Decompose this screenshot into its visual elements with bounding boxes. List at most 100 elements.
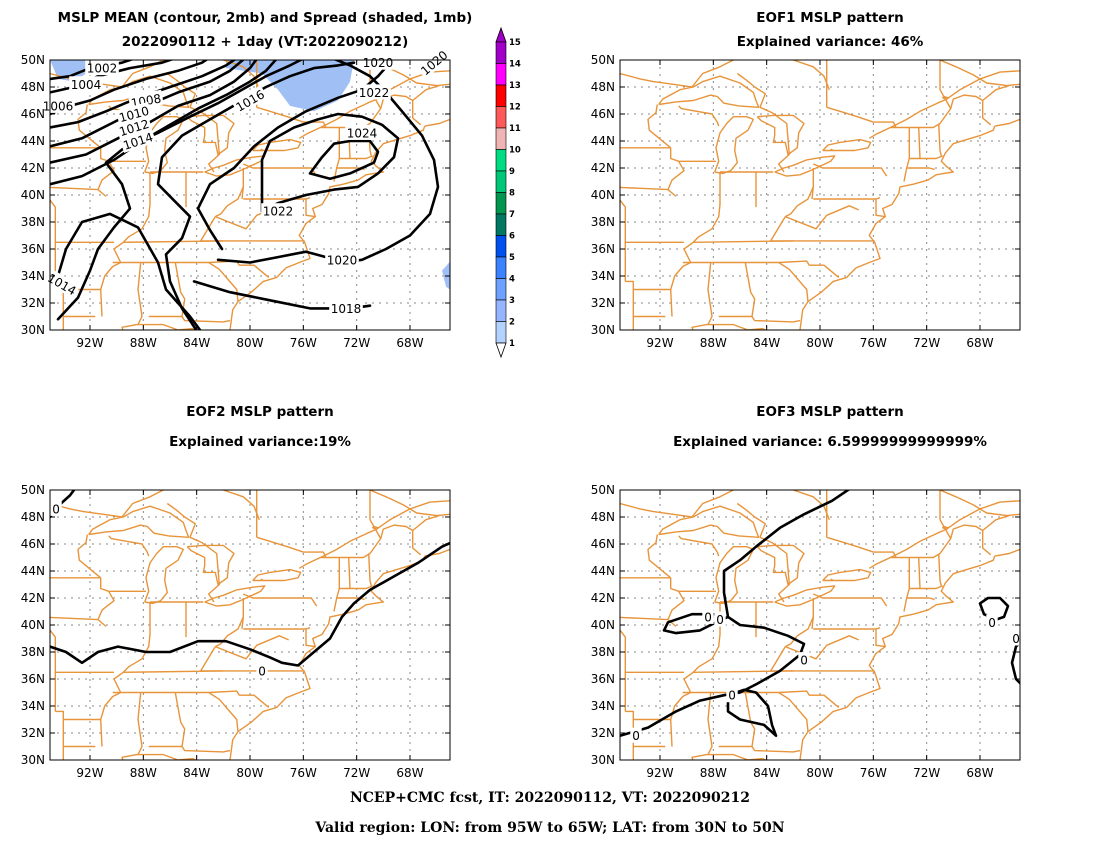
state-border (339, 155, 373, 160)
state-border (620, 186, 669, 191)
contour-label-text: 0 (800, 654, 808, 668)
state-border (100, 147, 146, 162)
contour-label: 1004 (69, 76, 103, 92)
lat-label: 36N (591, 672, 615, 686)
map-base (50, 490, 450, 760)
contour-label-text: 1020 (327, 253, 358, 267)
colorbar-label: 15 (509, 38, 521, 48)
lat-label: 32N (21, 296, 45, 310)
lon-label: 88W (130, 336, 157, 350)
lat-label: 34N (591, 269, 615, 283)
coastline-stLawrence (298, 70, 450, 139)
eof3-variance: Explained variance: 6.59999999999999% (673, 434, 987, 450)
state-border (620, 199, 626, 282)
state-border (55, 710, 64, 760)
colorbar-swatch (495, 321, 507, 344)
state-border (108, 535, 150, 557)
province-border (256, 536, 327, 558)
eof3-title: EOF3 MSLP pattern (756, 404, 904, 420)
lat-label: 42N (591, 591, 615, 605)
lon-label: 80W (236, 336, 263, 350)
contour-label-text: 1022 (359, 86, 390, 100)
coastline-lakeErie (204, 585, 266, 607)
state-border (50, 616, 51, 619)
contour-label: 0 (1010, 630, 1022, 646)
state-border (647, 104, 672, 149)
state-border (620, 616, 621, 619)
mean-map-panel: 1002 1004 1006 1008 1010 1012 1014 1016 1018 1020… (0, 0, 510, 380)
lat-label: 40N (21, 618, 45, 632)
state-border (369, 580, 372, 587)
state-border (208, 261, 239, 302)
lon-label: 92W (646, 766, 673, 780)
contour-label-bg (726, 687, 738, 703)
state-border (718, 262, 756, 318)
lon-label: 80W (236, 766, 263, 780)
state-border (215, 635, 289, 660)
contour-label-text: 1020 (363, 56, 394, 70)
map-axes: 50N 48N 46N 44N 42N 40N 38N 36N 34N 32N 30N 92W 88W 8… (21, 53, 451, 350)
coastline-canadaBorder3 (260, 148, 264, 152)
lon-label: 72W (913, 336, 940, 350)
state-border (137, 692, 143, 755)
lon-label: 72W (343, 766, 370, 780)
state-border (938, 123, 941, 151)
state-border (112, 690, 270, 708)
coastline-coastEast (799, 555, 996, 760)
province-border (691, 490, 734, 518)
contour-label-text: 0 (1012, 632, 1020, 646)
state-border (678, 535, 720, 557)
state-border (50, 616, 99, 621)
contour-label-bg (115, 101, 153, 126)
lon-label: 88W (700, 766, 727, 780)
colorbar-group: 15 14 13 12 11 10 9 8 7 6 5 4 3 2 1 (495, 26, 521, 359)
lat-label: 42N (21, 161, 45, 175)
state-border (909, 155, 943, 160)
state-border (97, 160, 115, 197)
lat-label: 46N (591, 537, 615, 551)
state-border (148, 692, 186, 748)
colorbar-swatch (495, 106, 507, 129)
state-border (148, 262, 186, 318)
state-border (369, 150, 372, 157)
state-border (707, 692, 713, 755)
coastline-coastEast (229, 555, 426, 760)
contour-label-bg (702, 608, 714, 624)
lat-label: 46N (21, 107, 45, 121)
state-border (339, 585, 373, 590)
colorbar-label: 12 (509, 103, 521, 113)
lon-label: 76W (860, 336, 887, 350)
coastline-lakeOntario (822, 138, 872, 152)
coastline-canadaBorder2 (759, 106, 790, 173)
province-border (939, 490, 952, 539)
colorbar-swatch (495, 299, 507, 322)
coastline-canadaBorder4 (320, 524, 422, 559)
contour-line (50, 60, 278, 186)
lat-label: 48N (21, 80, 45, 94)
lat-label: 48N (591, 510, 615, 524)
contour-label-bg (261, 203, 295, 219)
lon-label: 80W (806, 336, 833, 350)
state-border (906, 597, 935, 601)
coastline-canadaBorder3 (830, 578, 834, 582)
contour-label: 1022 (261, 203, 295, 219)
footer-forecast-info: NCEP+CMC fcst, IT: 2022090112, VT: 20220… (349, 790, 751, 806)
eof1-title: EOF1 MSLP pattern (756, 10, 904, 26)
province-border (826, 536, 897, 558)
coastline-novaScotia (994, 118, 1020, 127)
lat-label: 38N (21, 215, 45, 229)
state-border (348, 557, 351, 589)
state-border (813, 163, 888, 177)
coastline-lakeErie (774, 155, 836, 177)
state-border (214, 616, 244, 648)
contour-label-bg (415, 45, 452, 79)
lat-label: 50N (21, 53, 45, 67)
lon-label: 68W (966, 336, 993, 350)
contour-label-text: 1024 (347, 126, 378, 140)
coastline-lakeSuperior (658, 505, 760, 538)
coastline-lakeOntario (822, 568, 872, 582)
coastline-island (942, 525, 949, 530)
state-border (693, 670, 794, 673)
